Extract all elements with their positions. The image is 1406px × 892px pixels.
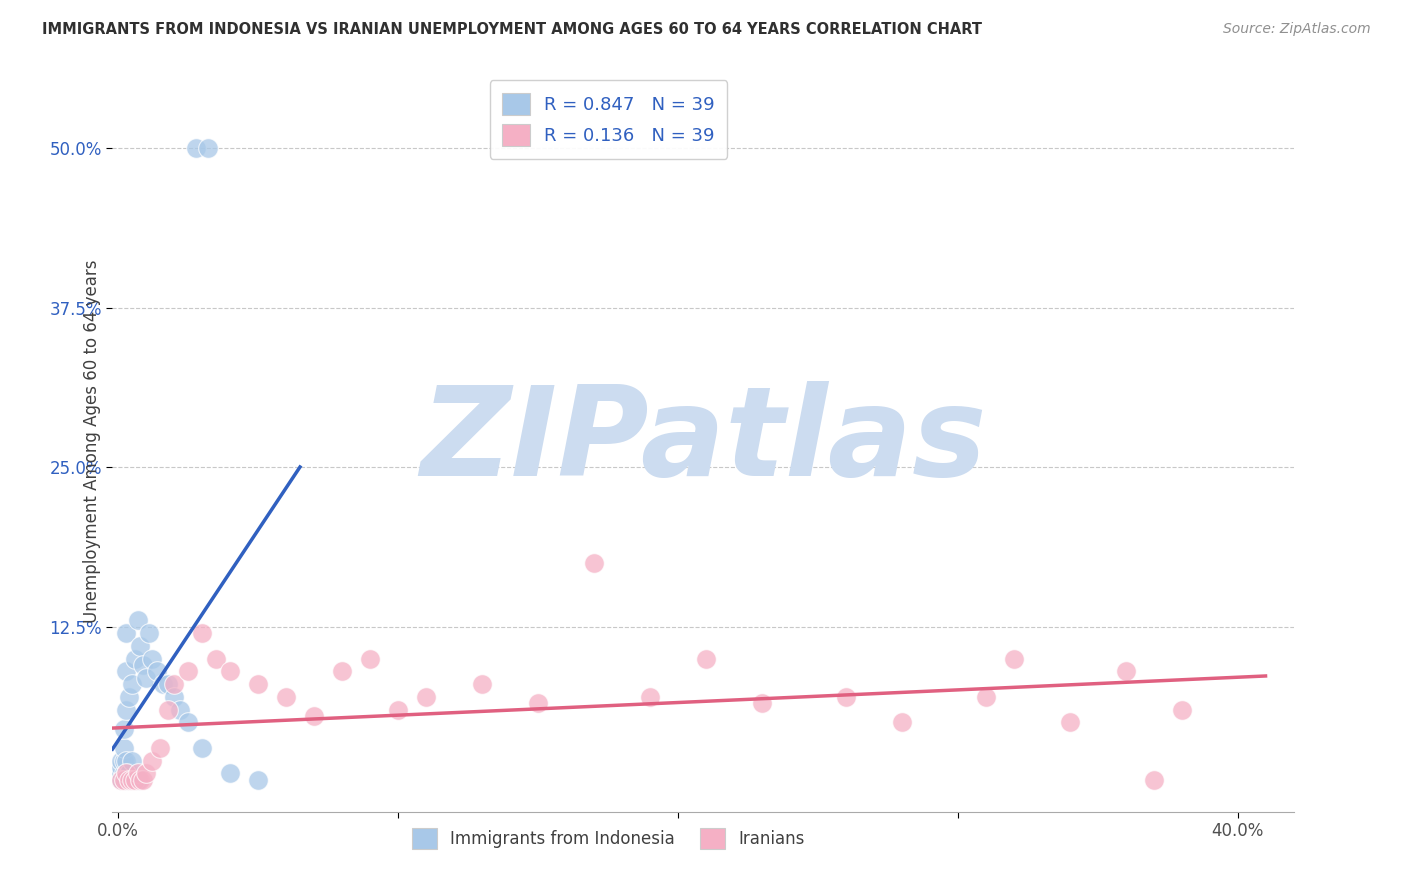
Point bbox=[110, 772, 132, 787]
Point bbox=[186, 141, 208, 155]
Point bbox=[219, 766, 242, 780]
Point bbox=[121, 772, 143, 787]
Point bbox=[127, 766, 149, 780]
Point bbox=[110, 772, 132, 787]
Point bbox=[751, 696, 773, 710]
Point bbox=[118, 766, 141, 780]
Point bbox=[118, 772, 141, 787]
Point bbox=[1170, 703, 1192, 717]
Point bbox=[163, 690, 186, 704]
Point bbox=[112, 766, 135, 780]
Point bbox=[121, 772, 143, 787]
Point bbox=[163, 677, 186, 691]
Point bbox=[135, 766, 157, 780]
Point bbox=[112, 754, 135, 768]
Point bbox=[415, 690, 437, 704]
Point bbox=[191, 626, 214, 640]
Point bbox=[890, 715, 912, 730]
Point bbox=[219, 665, 242, 679]
Point bbox=[141, 754, 163, 768]
Point bbox=[387, 703, 409, 717]
Point bbox=[118, 690, 141, 704]
Text: Source: ZipAtlas.com: Source: ZipAtlas.com bbox=[1223, 22, 1371, 37]
Point bbox=[157, 703, 180, 717]
Point bbox=[638, 690, 661, 704]
Point bbox=[115, 772, 138, 787]
Point bbox=[112, 740, 135, 755]
Point bbox=[1142, 772, 1164, 787]
Point bbox=[124, 772, 146, 787]
Point bbox=[247, 772, 270, 787]
Point bbox=[112, 772, 135, 787]
Y-axis label: Unemployment Among Ages 60 to 64 years: Unemployment Among Ages 60 to 64 years bbox=[83, 260, 101, 624]
Point bbox=[110, 766, 132, 780]
Point bbox=[121, 677, 143, 691]
Point bbox=[115, 766, 138, 780]
Point bbox=[205, 651, 228, 665]
Point bbox=[191, 740, 214, 755]
Point bbox=[127, 772, 149, 787]
Point bbox=[141, 651, 163, 665]
Point bbox=[110, 754, 132, 768]
Point bbox=[132, 772, 155, 787]
Text: ZIPatlas: ZIPatlas bbox=[420, 381, 986, 502]
Point bbox=[132, 657, 155, 672]
Point bbox=[1115, 665, 1137, 679]
Point bbox=[157, 677, 180, 691]
Point bbox=[124, 651, 146, 665]
Point bbox=[112, 722, 135, 736]
Point bbox=[274, 690, 297, 704]
Point bbox=[115, 626, 138, 640]
Legend: Immigrants from Indonesia, Iranians: Immigrants from Indonesia, Iranians bbox=[405, 822, 811, 855]
Point bbox=[115, 703, 138, 717]
Point bbox=[330, 665, 353, 679]
Point bbox=[1059, 715, 1081, 730]
Point bbox=[169, 703, 191, 717]
Text: IMMIGRANTS FROM INDONESIA VS IRANIAN UNEMPLOYMENT AMONG AGES 60 TO 64 YEARS CORR: IMMIGRANTS FROM INDONESIA VS IRANIAN UNE… bbox=[42, 22, 983, 37]
Point bbox=[146, 665, 169, 679]
Point bbox=[582, 556, 605, 570]
Point bbox=[115, 665, 138, 679]
Point bbox=[127, 613, 149, 627]
Point bbox=[302, 709, 325, 723]
Point bbox=[115, 754, 138, 768]
Point bbox=[359, 651, 381, 665]
Point bbox=[197, 141, 219, 155]
Point bbox=[129, 639, 152, 653]
Point bbox=[247, 677, 270, 691]
Point bbox=[152, 677, 174, 691]
Point bbox=[135, 671, 157, 685]
Point bbox=[835, 690, 858, 704]
Point bbox=[112, 772, 135, 787]
Point bbox=[177, 715, 200, 730]
Point bbox=[118, 772, 141, 787]
Point bbox=[121, 754, 143, 768]
Point bbox=[149, 740, 172, 755]
Point bbox=[129, 772, 152, 787]
Point bbox=[974, 690, 997, 704]
Point bbox=[115, 766, 138, 780]
Point bbox=[124, 772, 146, 787]
Point bbox=[1002, 651, 1025, 665]
Point bbox=[695, 651, 717, 665]
Point bbox=[527, 696, 550, 710]
Point bbox=[177, 665, 200, 679]
Point bbox=[138, 626, 160, 640]
Point bbox=[110, 760, 132, 774]
Point bbox=[471, 677, 494, 691]
